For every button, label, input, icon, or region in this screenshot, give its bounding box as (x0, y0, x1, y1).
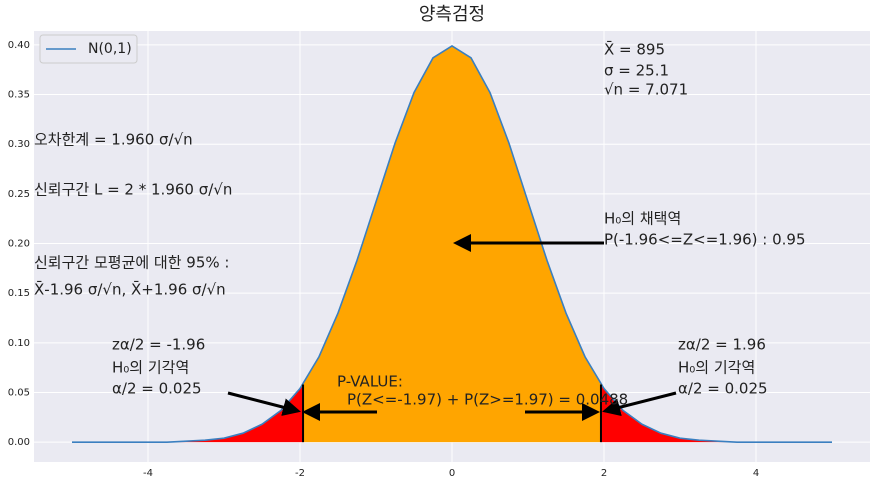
annotation: H₀의 기각역 (678, 359, 755, 377)
y-tick-label: 0.05 (8, 387, 30, 398)
legend-box (39, 34, 138, 64)
y-tick-label: 0.20 (8, 239, 30, 250)
y-tick-label: 0.15 (8, 288, 30, 299)
y-tick-label: 0.30 (8, 139, 30, 150)
annotation: H₀의 채택역 (604, 210, 681, 228)
legend-label: N(0,1) (88, 41, 132, 57)
chart-title: 양측검정 (419, 4, 485, 25)
annotation: 신뢰구간 L = 2 * 1.960 σ/√n (34, 181, 232, 199)
annotation: zα/2 = -1.96 (112, 336, 205, 354)
annotation: P(-1.96<=Z<=1.96) : 0.95 (604, 231, 806, 249)
annotation: α/2 = 0.025 (112, 380, 202, 398)
annotation: zα/2 = 1.96 (678, 336, 766, 354)
fill-region (72, 383, 304, 443)
x-tick-label: 0 (449, 468, 455, 479)
annotation: α/2 = 0.025 (678, 380, 768, 398)
x-tick-label: 4 (753, 468, 759, 479)
y-tick-label: 0.25 (8, 189, 30, 200)
annotation: X̄ = 895 (604, 40, 665, 59)
annotation: √n = 7.071 (604, 81, 688, 99)
y-tick-label: 0.35 (8, 90, 30, 101)
y-tick-label: 0.10 (8, 338, 30, 349)
x-tick-label: -4 (143, 468, 153, 479)
annotation: X̄-1.96 σ/√n, X̄+1.96 σ/√n (34, 280, 226, 299)
annotation: P(Z<=-1.97) + P(Z>=1.97) = 0.0488 (347, 391, 628, 409)
arrow (602, 391, 677, 417)
annotation: H₀의 기각역 (112, 359, 189, 377)
x-tick-label: -2 (295, 468, 305, 479)
annotation: P-VALUE: (337, 373, 403, 391)
annotation: 신뢰구간 모평균에 대한 95% : (34, 254, 229, 272)
fill-region (303, 45, 601, 443)
arrow (227, 391, 301, 416)
annotation: 오차한계 = 1.960 σ/√n (34, 131, 193, 149)
y-tick-label: 0.40 (8, 40, 30, 51)
curve (72, 44, 832, 443)
annotation: σ = 25.1 (604, 62, 669, 80)
x-tick-label: 2 (601, 468, 607, 479)
y-tick-label: 0.00 (8, 437, 30, 448)
fill-region (600, 383, 832, 443)
